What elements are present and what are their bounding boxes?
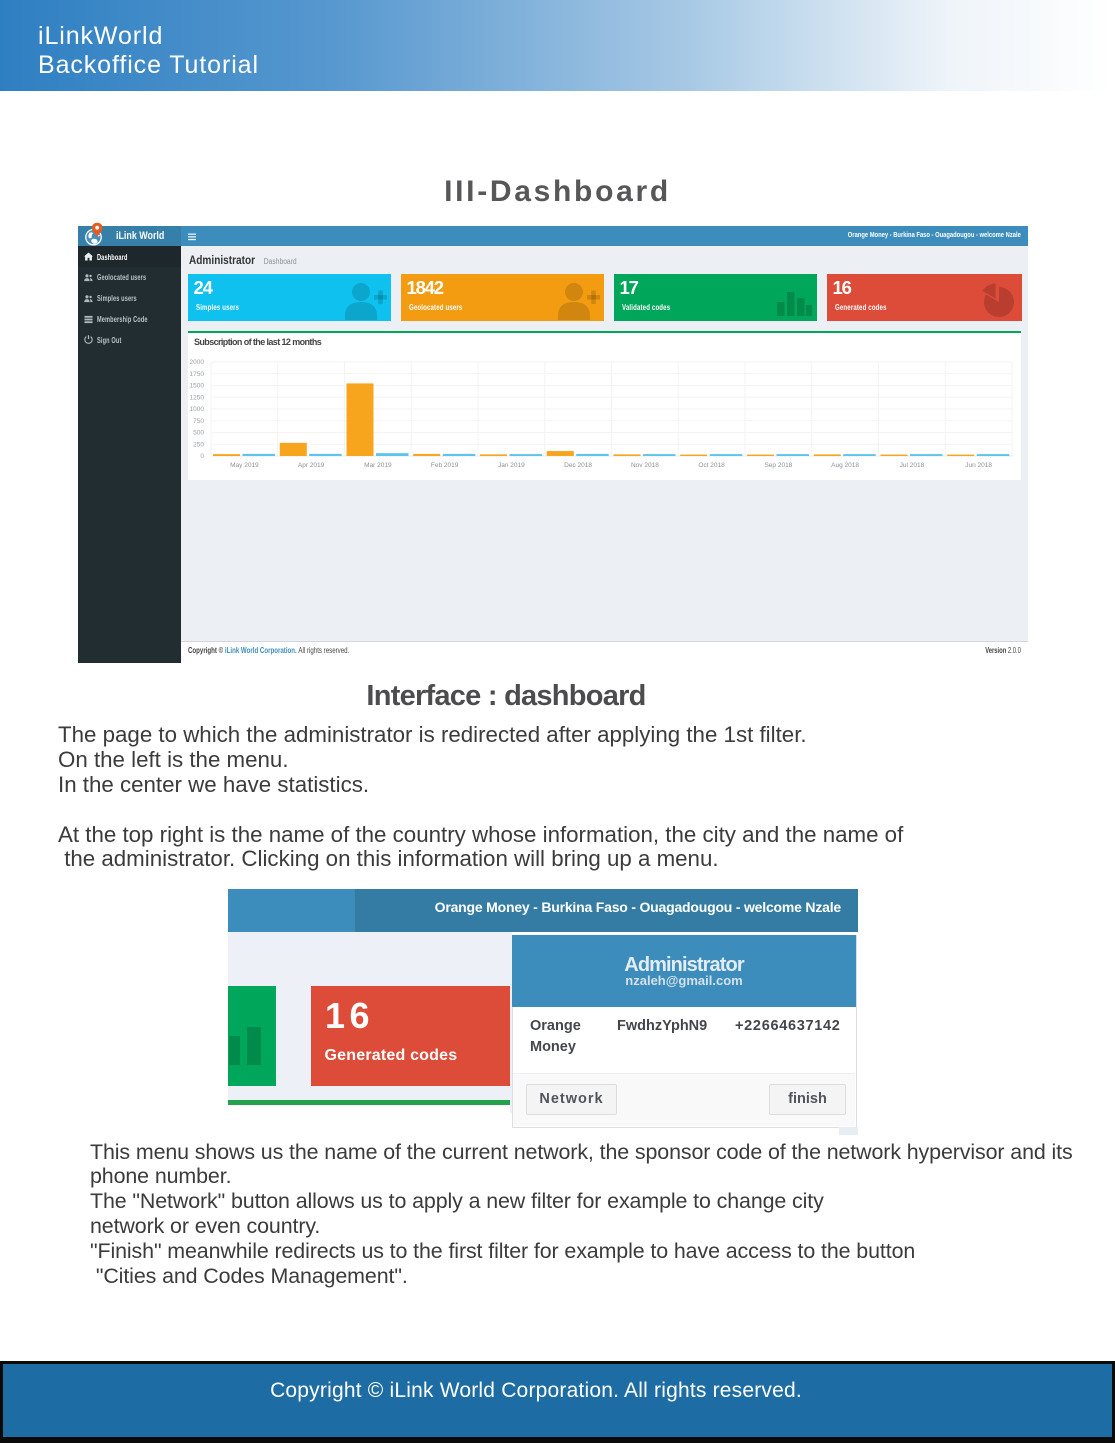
svg-text:Jun 2018: Jun 2018 xyxy=(965,462,992,469)
svg-text:Oct 2018: Oct 2018 xyxy=(698,462,725,469)
svg-text:2000: 2000 xyxy=(190,359,205,366)
svg-text:Dec 2018: Dec 2018 xyxy=(564,462,592,469)
svg-text:Feb 2019: Feb 2019 xyxy=(431,462,459,469)
svg-text:Nov 2018: Nov 2018 xyxy=(631,462,659,469)
svg-text:1500: 1500 xyxy=(190,383,205,390)
svg-text:May 2019: May 2019 xyxy=(230,462,259,469)
svg-text:500: 500 xyxy=(193,430,204,437)
svg-text:750: 750 xyxy=(193,418,204,425)
svg-text:Sep 2018: Sep 2018 xyxy=(764,462,792,469)
svg-text:250: 250 xyxy=(193,442,204,449)
svg-text:0: 0 xyxy=(200,453,204,460)
svg-text:1000: 1000 xyxy=(190,406,205,413)
svg-text:1750: 1750 xyxy=(190,371,205,378)
svg-text:1250: 1250 xyxy=(190,395,205,402)
svg-text:Aug 2018: Aug 2018 xyxy=(831,462,859,469)
svg-text:Jul 2018: Jul 2018 xyxy=(900,462,925,469)
svg-text:Apr 2019: Apr 2019 xyxy=(298,462,325,469)
svg-text:Mar 2019: Mar 2019 xyxy=(364,462,392,469)
svg-text:Jan 2019: Jan 2019 xyxy=(498,462,525,469)
